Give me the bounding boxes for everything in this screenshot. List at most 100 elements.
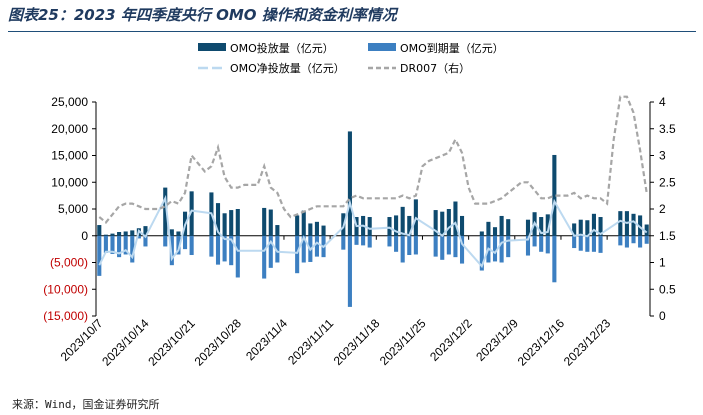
maturity-bar — [479, 235, 484, 271]
maturity-bar — [341, 235, 346, 250]
maturity-bar — [499, 235, 504, 263]
left-tick-label: 5,000 — [58, 202, 88, 216]
maturity-bar — [143, 235, 148, 247]
maturity-bar — [506, 235, 511, 258]
page-title: 图表25：2023 年四季度央行 OMO 操作和资金利率情况 — [8, 6, 397, 24]
injection-bar — [644, 224, 649, 236]
x-tick-label: 2023/10/28 — [192, 316, 245, 369]
left-tick-label: (5,000) — [50, 256, 88, 270]
right-tick-label: 4 — [659, 95, 666, 109]
maturity-bar — [407, 235, 412, 256]
maturity-bar — [387, 235, 392, 247]
maturity-bar — [117, 235, 122, 258]
injection-bar — [262, 207, 267, 236]
x-tick-label: 2023/12/2 — [427, 316, 475, 364]
maturity-bar — [262, 235, 267, 279]
injection-bar — [545, 214, 550, 236]
maturity-bar — [591, 235, 596, 252]
right-y-axis: 4 3.5 3 2.5 2 1.5 1 0.5 0 — [649, 95, 676, 323]
maturity-bar — [459, 235, 465, 264]
maturity-bar — [209, 235, 214, 257]
x-tick-label: 2023/12/9 — [473, 316, 521, 364]
injection-bar — [486, 221, 491, 236]
injection-bar — [407, 215, 412, 236]
left-tick-label: 10,000 — [51, 175, 88, 189]
injection-bar — [539, 217, 544, 236]
injection-bar — [453, 201, 458, 236]
injection-bar — [446, 209, 451, 236]
maturity-bar — [453, 235, 458, 258]
injection-bar — [440, 211, 445, 236]
maturity-bar — [215, 235, 221, 265]
legend-swatch-injection — [198, 43, 226, 51]
maturity-bar — [163, 235, 168, 247]
maturity-bar — [314, 235, 319, 257]
maturity-bar — [367, 235, 372, 248]
maturity-bar — [229, 235, 234, 266]
injection-bar — [97, 225, 102, 236]
x-tick-label: 2023/12/16 — [515, 316, 568, 369]
injection-bar — [222, 213, 227, 236]
legend-label-maturity: OMO到期量（亿元） — [400, 42, 504, 55]
left-tick-label: 15,000 — [51, 149, 88, 163]
injection-bar — [400, 206, 405, 236]
injection-bar — [123, 231, 128, 236]
maturity-bar — [525, 235, 531, 256]
injection-bar — [308, 223, 313, 236]
legend-label-dr007: DR007（右） — [400, 61, 470, 75]
right-tick-label: 3 — [659, 149, 666, 163]
injection-bar — [229, 210, 234, 236]
x-tick-label: 2023/11/4 — [243, 316, 290, 363]
injection-bar — [321, 225, 326, 236]
maturity-bar — [301, 235, 306, 263]
chart-lines — [98, 95, 648, 269]
maturity-bar — [638, 235, 643, 248]
injection-bar — [433, 210, 438, 236]
maturity-bar — [492, 235, 498, 262]
injection-bar — [578, 219, 583, 236]
injection-bar — [295, 215, 300, 236]
x-tick-label: 2023/11/18 — [331, 316, 383, 368]
maturity-bar — [532, 235, 537, 247]
left-tick-label: 20,000 — [51, 122, 88, 136]
injection-bar — [387, 217, 392, 236]
left-tick-label: 25,000 — [51, 95, 88, 109]
injection-bar — [163, 187, 168, 236]
injection-bar — [176, 231, 181, 236]
legend-swatch-maturity — [368, 43, 396, 51]
injection-bar — [585, 220, 590, 236]
left-tick-label: (10,000) — [43, 282, 88, 296]
maturity-bar — [235, 235, 240, 278]
dr007-line — [98, 95, 648, 224]
injection-bar — [552, 154, 557, 236]
injection-bar — [367, 217, 372, 236]
right-tick-label: 0 — [659, 309, 666, 323]
maturity-bar — [268, 235, 273, 268]
x-tick-label: 2023/10/7 — [58, 316, 106, 364]
right-tick-label: 1 — [659, 256, 666, 270]
injection-bar — [598, 217, 603, 236]
maturity-bar — [136, 235, 141, 239]
maturity-bar — [275, 235, 280, 263]
left-tick-label: 0 — [81, 229, 88, 243]
maturity-bar — [539, 235, 544, 252]
right-tick-label: 2.5 — [659, 175, 676, 189]
injection-bar — [169, 229, 174, 236]
maturity-bar — [123, 235, 128, 255]
injection-bar — [499, 215, 504, 236]
maturity-bar — [644, 235, 649, 244]
maturity-bar — [572, 235, 577, 249]
injection-bar — [301, 210, 306, 236]
injection-bar — [103, 234, 108, 236]
injection-bar — [591, 213, 596, 236]
injection-bar — [631, 213, 636, 236]
maturity-bar — [110, 235, 115, 254]
injection-bar — [189, 191, 194, 236]
right-tick-label: 1.5 — [659, 229, 676, 243]
legend-label-net: OMO净投放量（亿元） — [230, 61, 345, 75]
maturity-bar — [394, 235, 399, 252]
injection-bar — [479, 231, 484, 236]
right-tick-label: 3.5 — [659, 122, 676, 136]
